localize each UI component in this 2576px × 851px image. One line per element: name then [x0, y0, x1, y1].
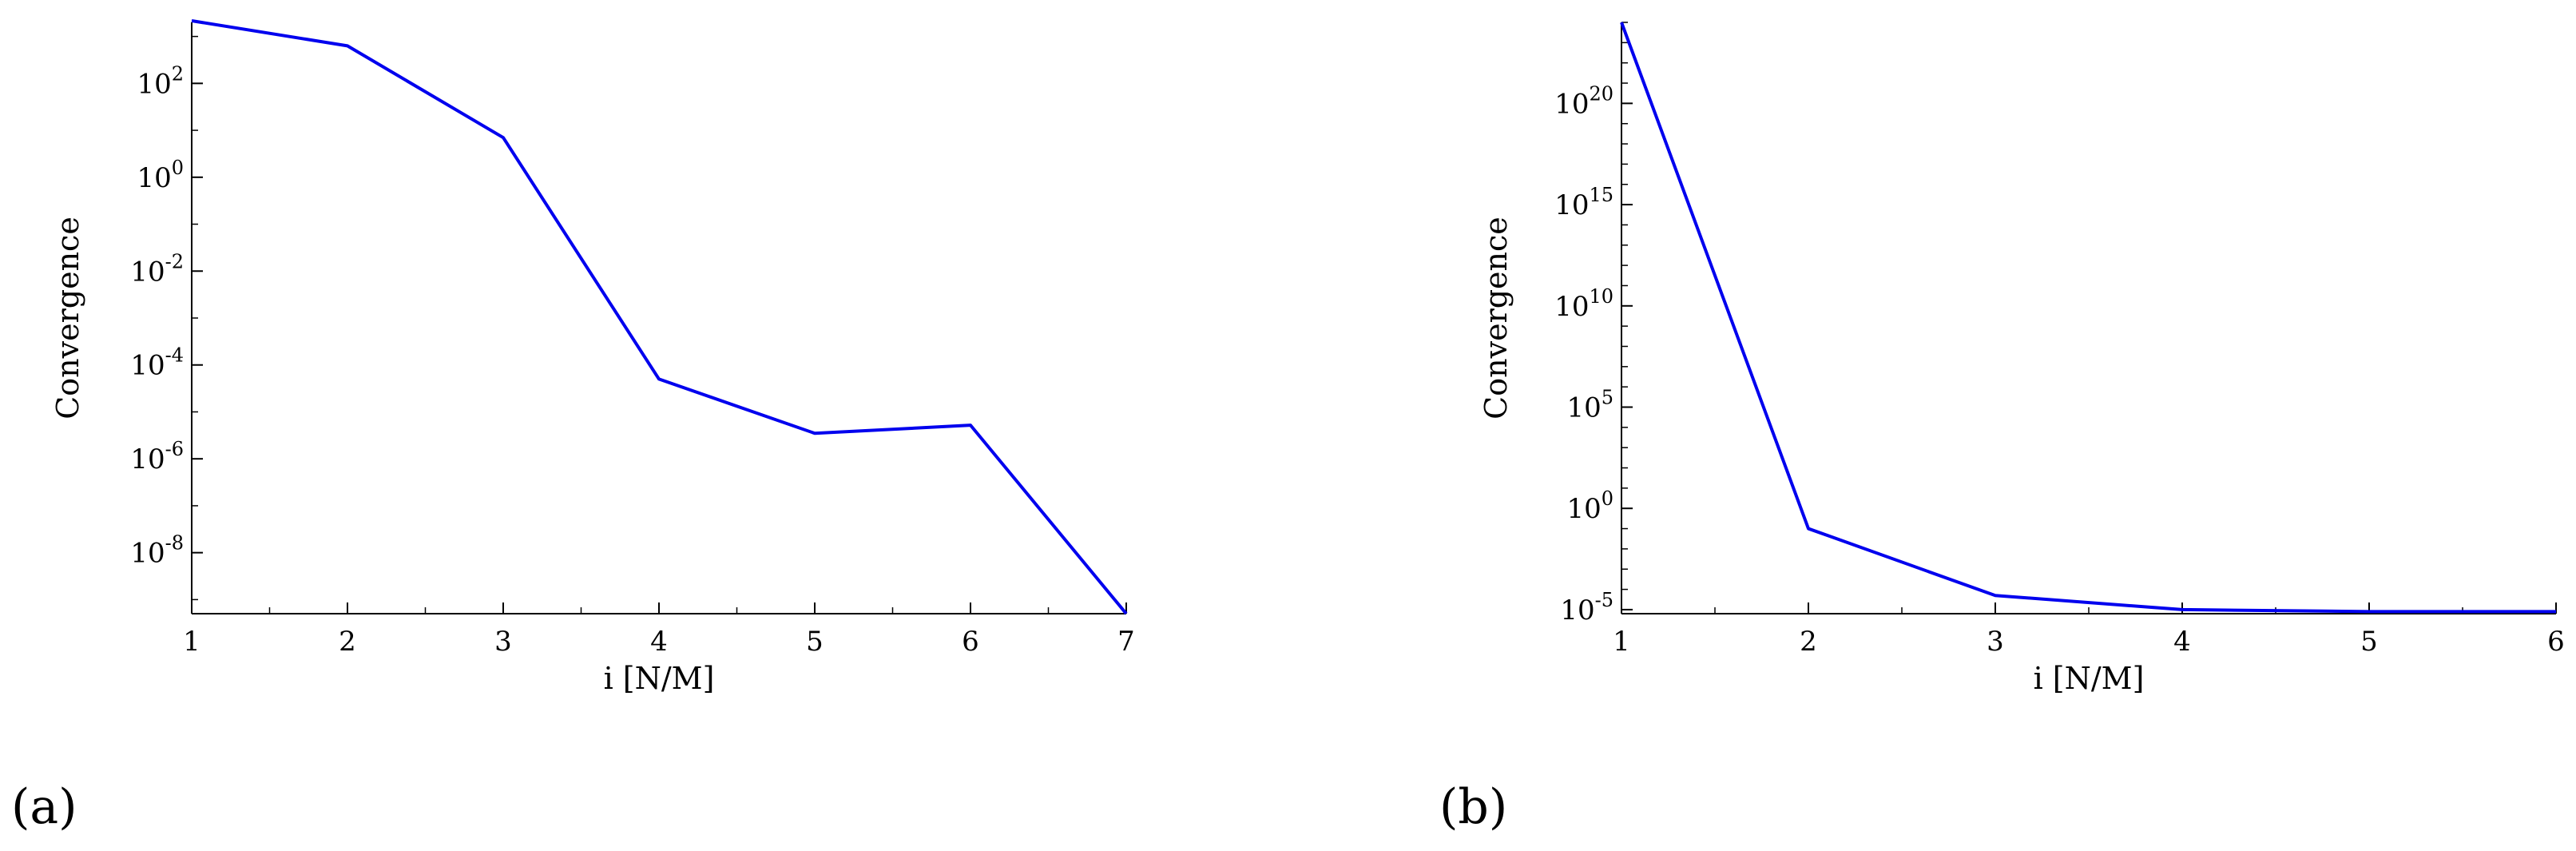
x-axis-label: i [N/M]	[2034, 661, 2145, 696]
y-tick-label: 100	[137, 157, 184, 194]
x-tick-label: 1	[1613, 626, 1630, 658]
x-tick-label: 5	[2360, 626, 2378, 658]
y-tick-label: 1015	[1554, 184, 1613, 221]
x-tick-label: 6	[2547, 626, 2565, 658]
x-tick-label: 1	[183, 626, 200, 658]
x-tick-label: 5	[806, 626, 824, 658]
y-axis-label: Convergence	[50, 217, 85, 420]
figure-label-a: (a)	[11, 779, 77, 835]
x-tick-label: 6	[962, 626, 979, 658]
series-line	[1620, 22, 2556, 614]
y-tick-label: 1020	[1554, 82, 1613, 120]
y-tick-label: 10-5	[1560, 589, 1613, 626]
y-tick-label: 10-6	[130, 438, 184, 475]
y-tick-label: 100	[1566, 487, 1613, 525]
figure-label-b: (b)	[1439, 779, 1508, 835]
x-tick-label: 2	[339, 626, 356, 658]
y-tick-label: 102	[137, 62, 184, 100]
y-axis-label: Convergence	[1479, 217, 1514, 420]
y-tick-label: 10-8	[130, 532, 184, 570]
x-tick-label: 7	[1117, 626, 1135, 658]
y-tick-label: 10-4	[130, 344, 184, 382]
x-axis-label: i [N/M]	[604, 661, 715, 696]
x-tick-label: 4	[650, 626, 668, 658]
y-tick-label: 1010	[1554, 285, 1613, 323]
x-tick-label: 3	[1987, 626, 2004, 658]
x-tick-label: 4	[2173, 626, 2191, 658]
series-line	[191, 19, 1128, 615]
x-tick-label: 3	[494, 626, 512, 658]
y-tick-label: 105	[1566, 387, 1613, 424]
y-tick-label: 10-2	[130, 250, 184, 288]
x-tick-label: 2	[1800, 626, 1817, 658]
